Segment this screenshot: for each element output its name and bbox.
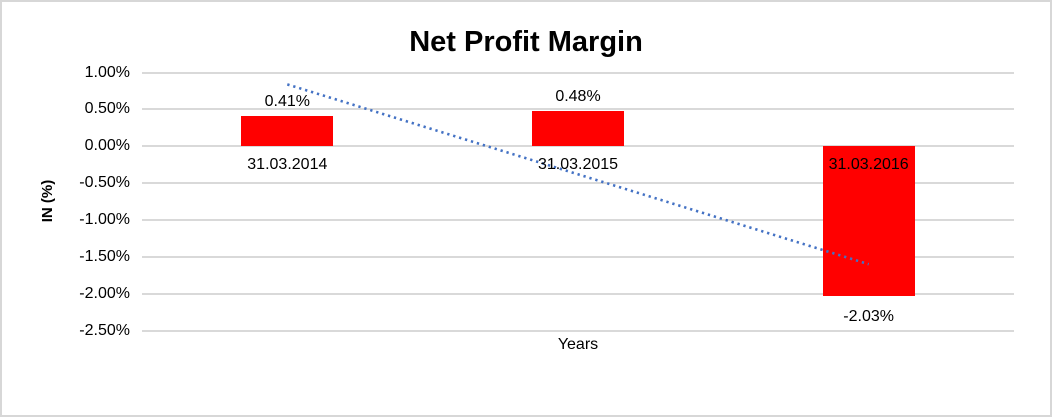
y-tick-label: -2.50% bbox=[79, 321, 130, 339]
y-tick-label: -1.50% bbox=[79, 247, 130, 265]
x-axis-title: Years bbox=[557, 336, 599, 353]
category-label: 31.03.2014 bbox=[247, 156, 328, 173]
y-tick-label: -2.00% bbox=[79, 284, 130, 302]
gridline bbox=[142, 71, 1014, 74]
gridline bbox=[142, 329, 1014, 332]
gridline bbox=[142, 292, 1014, 295]
data-label: 0.48% bbox=[555, 87, 601, 105]
category-label: 31.03.2016 bbox=[828, 156, 909, 173]
bar-31.03.2015[interactable] bbox=[532, 110, 624, 147]
bar-31.03.2014[interactable] bbox=[241, 116, 334, 147]
y-tick-label: 1.00% bbox=[84, 63, 130, 81]
y-tick-label: -1.00% bbox=[79, 211, 130, 228]
y-axis-title: IN (%) bbox=[39, 179, 56, 223]
category-label: 31.03.2015 bbox=[537, 156, 619, 173]
chart-title: Net Profit Margin bbox=[409, 26, 643, 58]
y-tick-label: 0.50% bbox=[84, 100, 130, 118]
data-label: -2.03% bbox=[843, 307, 894, 325]
data-label: 0.41% bbox=[264, 93, 311, 111]
y-tick-label: -0.50% bbox=[79, 174, 130, 192]
y-tick-label: 0.00% bbox=[84, 137, 130, 155]
